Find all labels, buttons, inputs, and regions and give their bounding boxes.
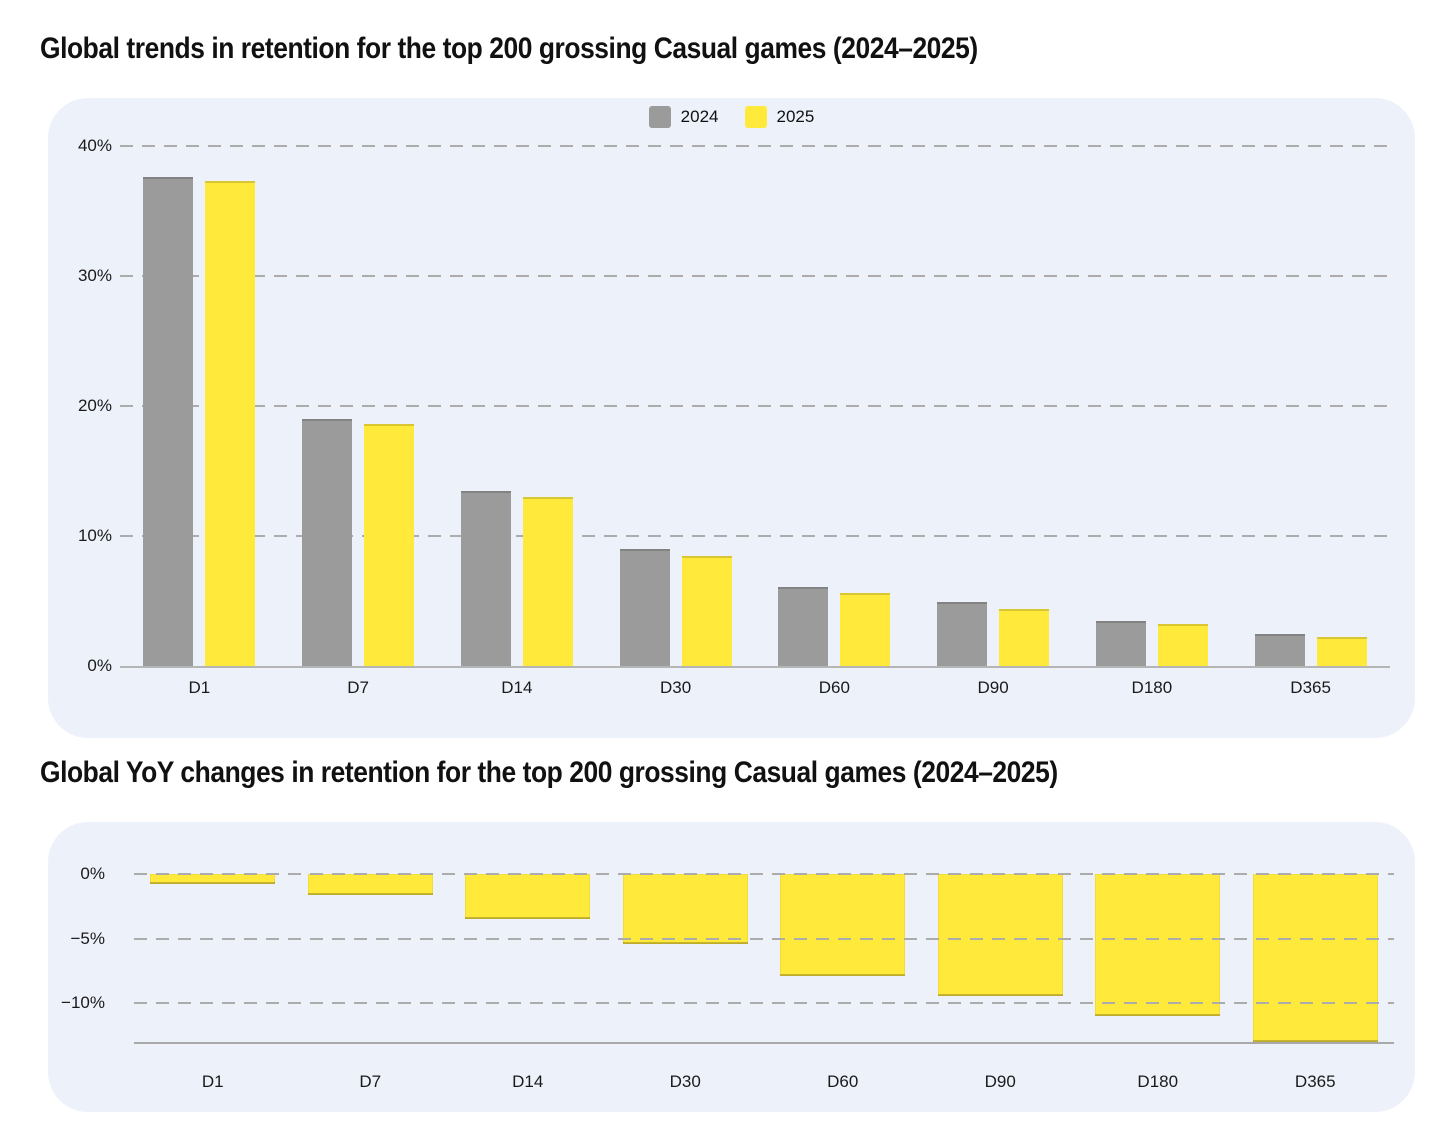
bar-yoy-d60 [780,874,906,977]
bar-2025-d180 [1157,624,1208,666]
bar-group [438,146,597,666]
bar-2025-d7 [364,424,415,666]
y-tick-label: 40% [77,136,112,155]
x-axis-labels: D1 D7 D14 D30 D60 D90 D180 D365 [134,1072,1394,1092]
legend-item-2025: 2025 [744,106,815,128]
retention-trends-chart-title: Global trends in retention for the top 2… [40,32,978,65]
retention-trends-chart-panel: 2024 2025 40% 30% 20% 10% 0% D1 D7 D14 D30 D60 D90… [48,98,1415,738]
bar-group [449,874,607,1042]
legend-swatch-2025-icon [744,106,767,128]
bar-yoy-d14 [465,874,591,920]
y-tick-label: 30% [77,266,112,285]
x-axis-label-d180: D180 [1137,1072,1179,1091]
x-axis-label-d365: D365 [1294,1072,1336,1091]
bar-2025-d1 [205,181,256,666]
y-tick-label: 20% [77,396,112,415]
yoy-changes-chart-title: Global YoY changes in retention for the … [40,756,1058,789]
bar-2025-d60 [840,593,891,666]
bar-row [134,874,1394,1042]
legend-swatch-2024-icon [648,106,671,128]
bar-group [120,146,279,666]
x-axis-labels: D1 D7 D14 D30 D60 D90 D180 D365 [120,678,1390,698]
bar-group [279,146,438,666]
bar-group [292,874,450,1042]
bar-2024-d365 [1254,633,1305,666]
bar-group [764,874,922,1042]
bar-yoy-d7 [307,874,433,895]
y-tick-label: −10% [61,993,105,1013]
bar-group [1237,874,1395,1042]
bar-2025-d14 [522,497,573,666]
bar-2024-d30 [619,549,670,666]
gridline [120,145,1390,147]
bar-2024-d90 [937,602,988,666]
bar-2024-d14 [460,490,511,666]
bar-2025-d30 [681,555,732,666]
bar-group [755,146,914,666]
y-tick-label: 0% [80,864,105,883]
x-axis-label-d60: D60 [827,1072,859,1091]
gridline [134,873,1394,875]
gridline [134,937,1394,940]
gridline [120,405,1390,407]
gridline [120,535,1390,537]
bar-2024-d60 [778,586,829,666]
x-axis-label-d7: D7 [347,678,369,697]
x-axis-label-d7: D7 [359,1072,382,1091]
gridline [120,275,1390,277]
x-axis-label-d90: D90 [977,678,1009,697]
yoy-changes-chart-panel: 0% −5% −10% D1 D7 D14 D30 D60 D90 D180 D365 [48,822,1415,1112]
plot-area [120,145,1390,668]
y-tick-label: 10% [77,526,112,545]
bar-2025-d365 [1316,637,1367,666]
bar-group [134,874,292,1042]
bar-group [922,874,1080,1042]
y-tick-label: 0% [87,656,112,675]
legend-label-2024: 2024 [680,107,719,126]
bar-group [914,146,1073,666]
gridline [134,1002,1394,1005]
x-axis-label-d30: D30 [660,678,692,697]
bar-group [1073,146,1232,666]
bar-2024-d1 [143,177,194,666]
y-tick-label: −5% [70,928,106,948]
bar-group [1079,874,1237,1042]
bar-yoy-d365 [1252,874,1378,1042]
bar-2025-d90 [999,608,1050,666]
bar-2024-d180 [1095,620,1146,666]
x-axis-label-d14: D14 [512,1072,544,1091]
bar-yoy-d90 [937,874,1063,996]
bar-group [607,874,765,1042]
x-axis-label-d14: D14 [501,678,533,697]
plot-area [134,873,1394,1044]
bar-row [120,146,1390,666]
x-axis-label-d180: D180 [1131,678,1173,697]
bar-yoy-d1 [150,874,276,885]
bar-group [1231,146,1390,666]
bar-yoy-d180 [1095,874,1221,1017]
x-axis-label-d30: D30 [669,1072,701,1091]
bar-2024-d7 [302,419,353,666]
bar-group [596,146,755,666]
x-axis-label-d365: D365 [1290,678,1331,697]
x-axis-label-d1: D1 [188,678,211,697]
legend-item-2024: 2024 [648,106,719,128]
bar-yoy-d30 [622,874,748,944]
chart-legend: 2024 2025 [48,106,1415,128]
legend-label-2025: 2025 [776,107,815,126]
x-axis-label-d1: D1 [201,1072,224,1091]
x-axis-label-d90: D90 [984,1072,1016,1091]
x-axis-label-d60: D60 [818,678,850,697]
